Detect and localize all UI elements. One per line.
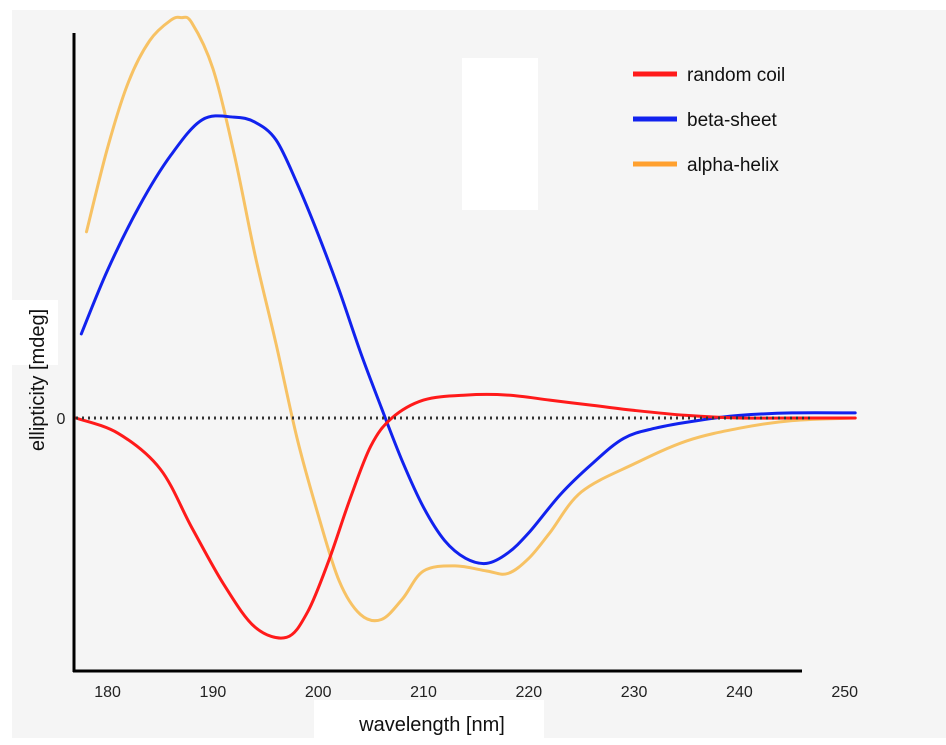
x-tick-label: 230	[621, 684, 648, 701]
white-patch-bottom	[314, 700, 544, 745]
white-patch-left	[0, 300, 58, 365]
series-line-random-coil	[74, 392, 857, 640]
series-line-beta-sheet	[79, 114, 857, 566]
y-tick-labels: 0	[57, 411, 66, 428]
series-layer	[74, 15, 857, 640]
x-axis-label: wavelength [nm]	[358, 714, 505, 736]
x-tick-label: 240	[726, 684, 753, 701]
legend-label-random-coil: random coil	[687, 65, 785, 86]
x-tick-label: 180	[94, 684, 121, 701]
x-tick-label: 220	[515, 684, 542, 701]
x-tick-label: 190	[200, 684, 227, 701]
x-tick-label: 210	[410, 684, 437, 701]
y-tick-label: 0	[57, 411, 66, 428]
legend-label-beta-sheet: beta-sheet	[687, 110, 778, 131]
series-line-alpha-helix	[85, 15, 857, 623]
x-tick-label: 250	[831, 684, 858, 701]
x-tick-label: 200	[305, 684, 332, 701]
y-axis-label: ellipticity [mdeg]	[27, 309, 49, 451]
legend: random coil beta-sheet alpha-helix	[633, 65, 785, 176]
white-patch-top	[462, 58, 538, 210]
legend-label-alpha-helix: alpha-helix	[687, 155, 779, 176]
x-tick-labels: 180 190 200 210 220 230 240 250	[94, 684, 858, 701]
